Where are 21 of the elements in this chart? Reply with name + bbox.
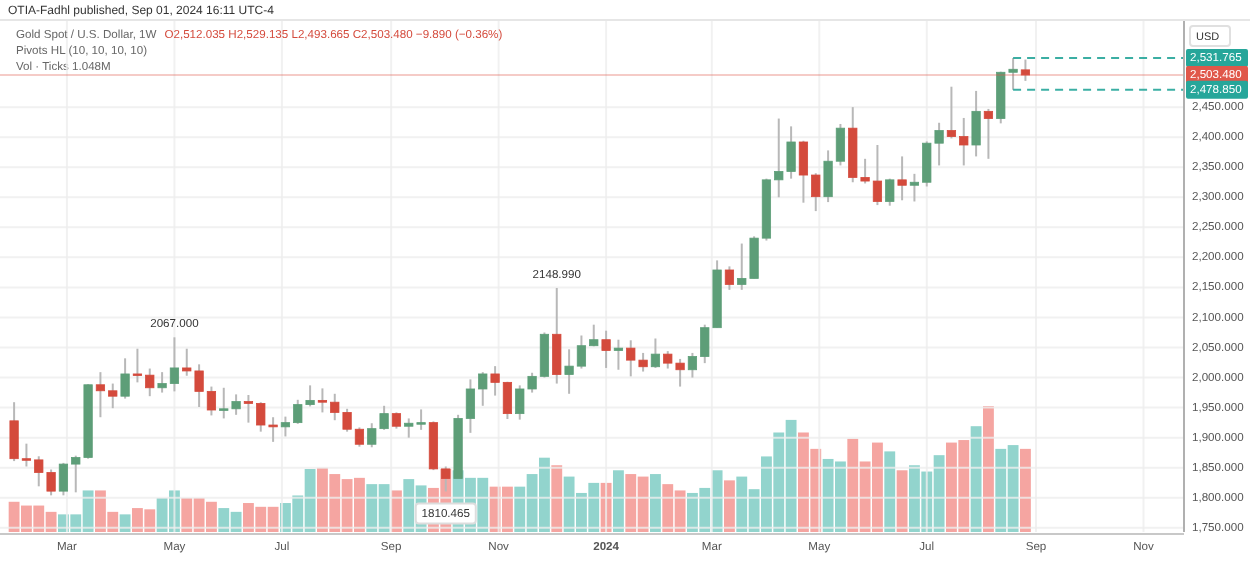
bar (551, 465, 563, 532)
bar (970, 426, 982, 532)
bar (724, 480, 735, 532)
candlestick (724, 265, 735, 291)
candlestick (552, 287, 562, 385)
candlestick (971, 89, 981, 158)
candlestick (120, 357, 130, 400)
candlestick (613, 338, 624, 371)
candlestick (897, 155, 907, 202)
bar (650, 474, 661, 532)
candlestick (983, 107, 994, 160)
bar (896, 470, 908, 532)
candlestick (885, 177, 895, 207)
candlestick (1020, 58, 1031, 82)
bar (884, 451, 896, 532)
bar (1020, 448, 1031, 532)
candlestick (601, 329, 611, 369)
bar (613, 470, 624, 532)
bar (119, 514, 131, 532)
candlestick (650, 337, 661, 369)
bar (983, 406, 994, 532)
